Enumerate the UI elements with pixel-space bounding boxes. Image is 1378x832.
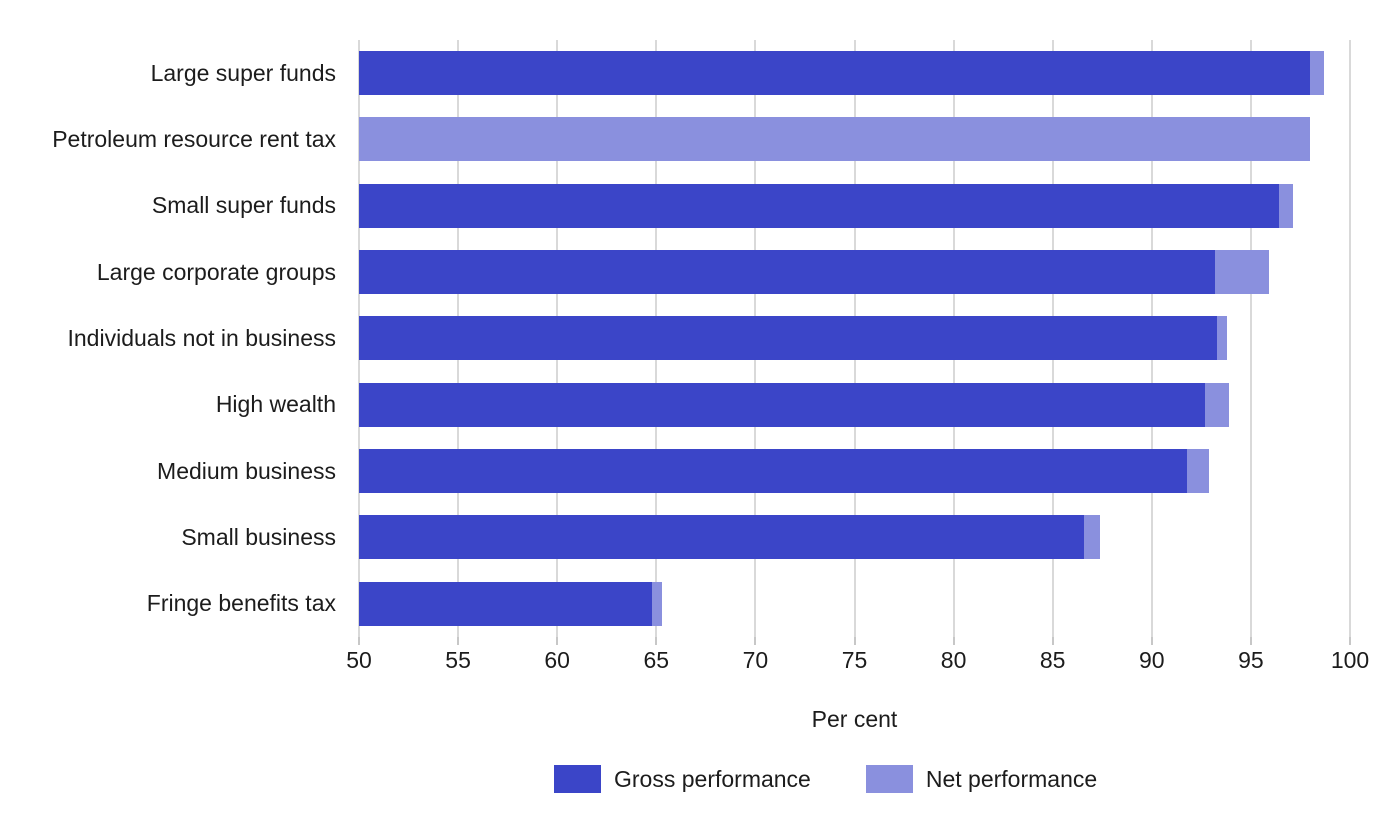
category-label: Small business	[181, 523, 336, 550]
bar-row	[359, 372, 1350, 438]
category-axis: Large super funds Petroleum resource rent…	[0, 40, 348, 637]
axis-tick	[952, 637, 955, 645]
gross-performance-bar	[359, 183, 1279, 228]
axis-tick	[1349, 637, 1351, 645]
plot-area: 50 55 60 65 70 75 80 85 90 95 100	[346, 40, 1369, 673]
x-tick-label: 100	[1330, 647, 1370, 673]
axis-tick	[457, 637, 460, 645]
x-tick-label: 90	[1139, 647, 1165, 673]
axis-tick	[1249, 637, 1252, 645]
net-performance-swatch	[865, 765, 913, 793]
x-axis-title: Per cent	[811, 706, 898, 732]
category-label: High wealth	[215, 391, 336, 418]
gridline	[1349, 40, 1351, 637]
category-label: Large corporate groups	[96, 258, 336, 285]
category-label: Fringe benefits tax	[146, 590, 336, 617]
bar-row	[359, 106, 1350, 172]
bar-row	[359, 40, 1350, 106]
x-tick-label: 85	[1039, 647, 1066, 673]
gross-performance-swatch	[554, 765, 601, 793]
bar-row	[359, 305, 1350, 371]
category-label: Large super funds	[150, 59, 336, 86]
x-tick-label: 55	[445, 647, 471, 673]
x-tick-label: 75	[841, 647, 868, 673]
axis-tick	[754, 637, 757, 645]
legend-item-gross: Gross performance	[554, 765, 811, 793]
net-performance-bar	[359, 117, 1311, 162]
gross-performance-bar	[359, 581, 653, 626]
legend-label-net: Net performance	[925, 765, 1098, 792]
gross-performance-bar	[359, 250, 1216, 295]
axis-tick	[556, 637, 559, 645]
x-tick-label: 95	[1238, 647, 1264, 673]
bar-row	[359, 438, 1350, 504]
gross-performance-bar	[359, 316, 1218, 361]
category-label: Individuals not in business	[67, 324, 337, 351]
bar-row	[359, 504, 1350, 570]
bar-row	[359, 571, 1350, 637]
axis-tick	[655, 637, 658, 645]
axis-tick	[1051, 637, 1054, 645]
axis-tick	[358, 637, 360, 645]
legend-item-net: Net performance	[865, 765, 1098, 793]
x-tick-label: 50	[346, 647, 372, 673]
category-label: Small super funds	[151, 192, 336, 219]
x-tick-label: 80	[940, 647, 967, 673]
gross-performance-bar	[359, 382, 1206, 427]
gross-performance-bar	[359, 449, 1188, 494]
x-tick-label: 65	[643, 647, 670, 673]
x-tick-label: 70	[742, 647, 769, 673]
gross-performance-bar	[359, 515, 1085, 560]
gridline	[1249, 40, 1252, 637]
category-label: Medium business	[157, 457, 336, 484]
category-label: Petroleum resource rent tax	[52, 125, 336, 152]
axis-tick	[1150, 637, 1153, 645]
legend-label-gross: Gross performance	[614, 765, 811, 792]
gross-performance-bar	[359, 51, 1311, 96]
bar-row	[359, 239, 1350, 305]
x-tick-label: 60	[544, 647, 570, 673]
bar-row	[359, 173, 1350, 239]
legend: Gross performance Net performance	[554, 765, 1097, 793]
axis-tick	[853, 637, 856, 645]
